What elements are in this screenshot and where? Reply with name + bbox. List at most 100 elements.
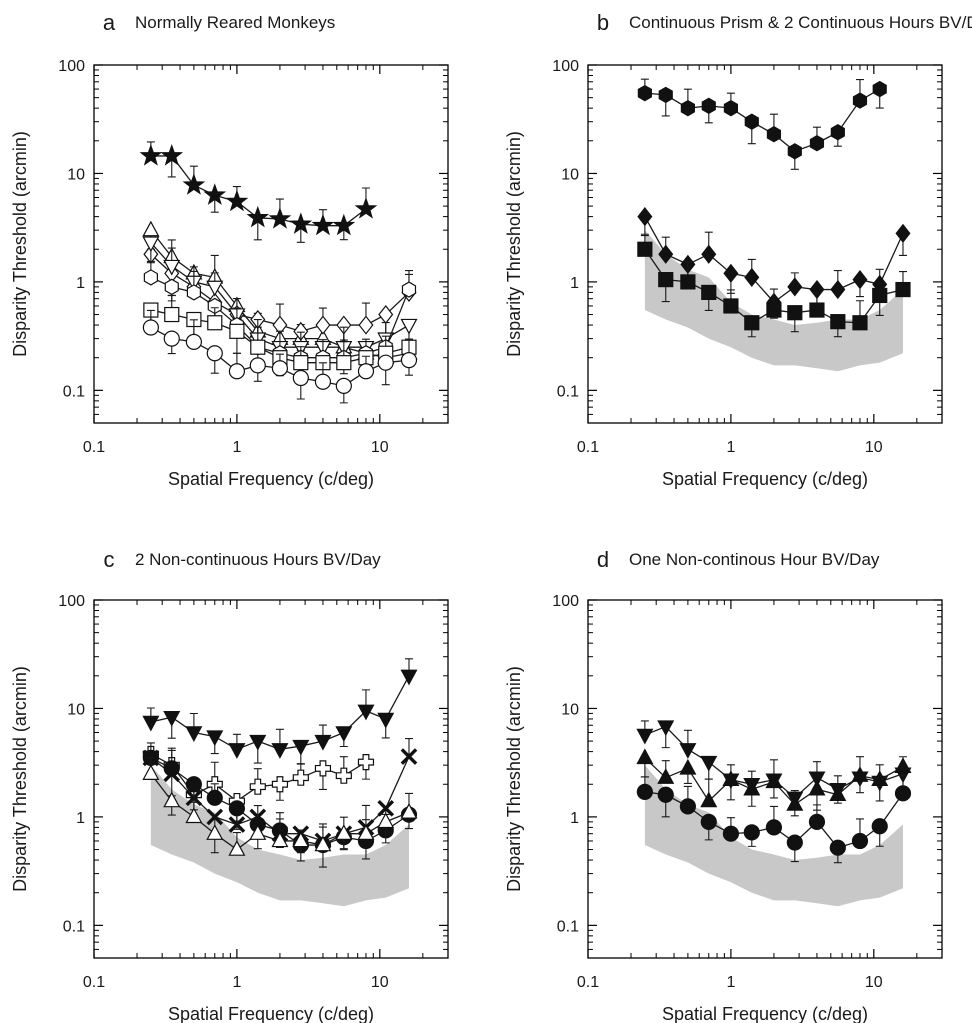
data-point [163,330,180,347]
data-point [872,80,887,98]
data-point [292,739,310,756]
panel-title: One Non-continous Hour BV/Day [629,550,880,569]
x-tick-label: 0.1 [577,439,599,456]
data-point [679,798,696,815]
x-tick-label: 1 [726,974,735,991]
data-point [314,734,332,751]
x-axis-label: Spatial Frequency (c/deg) [168,469,374,489]
data-point [830,314,846,330]
data-point [766,126,782,143]
axis-ticks [93,64,449,424]
data-point [787,277,803,297]
data-point [163,791,181,808]
data-point [636,728,654,745]
data-point [786,795,804,811]
series-triangle-up [142,757,418,862]
y-axis-label: Disparity Threshold (arcmin) [10,131,30,357]
data-point [723,263,739,283]
data-point [808,813,826,830]
series-triangle-up [636,748,912,811]
data-point [271,360,289,377]
plot-frame [587,64,943,424]
data-point [207,315,223,331]
data-point [636,748,654,765]
data-point [206,730,224,747]
y-tick-label: 0.1 [63,383,85,400]
data-point [400,318,418,335]
data-point [332,213,356,236]
data-point [206,789,223,806]
data-point [809,302,825,318]
data-point [336,355,352,371]
data-point [851,766,869,782]
panel-b: b Continuous Prism & 2 Continuous Hours B… [504,10,972,489]
axis-ticks [93,599,449,959]
data-point [378,304,394,325]
data-point [139,144,163,166]
data-point [228,800,246,817]
data-point [357,704,375,721]
series-star [139,141,378,243]
data-point [289,212,313,234]
axis-ticks [587,599,943,959]
series-circle [636,774,912,864]
data-point [206,824,224,840]
x-tick-label: 10 [371,974,389,991]
data-point [292,831,310,848]
panel-letter: c [104,547,115,572]
y-tick-label: 1 [570,275,579,292]
x-tick-label: 0.1 [83,439,105,456]
data-point [894,757,912,773]
x-tick-label: 1 [232,974,241,991]
data-point [787,143,802,160]
normal-range-band [644,765,903,907]
data-point [228,743,246,759]
x-tick-label: 10 [865,974,883,991]
data-point [250,339,266,355]
y-tick-label: 100 [58,593,85,610]
data-point [357,363,375,380]
y-axis-label: Disparity Threshold (arcmin) [504,666,524,892]
data-point [314,835,332,852]
data-point [163,259,181,276]
data-point [701,97,716,115]
data-point [829,785,847,801]
data-point [311,213,335,236]
data-point [700,813,717,830]
y-axis-label: Disparity Threshold (arcmin) [10,666,30,892]
data-point [658,244,674,264]
data-point [744,315,760,331]
y-tick-label: 10 [67,166,85,183]
y-tick-label: 10 [67,701,85,718]
data-point [680,274,696,290]
data-point [271,776,289,793]
data-point [357,754,375,771]
panel-letter: b [597,10,609,35]
data-point [163,760,180,777]
data-point [852,270,868,290]
data-point [722,770,740,786]
data-point [160,144,184,166]
plot-frame [93,599,449,959]
x-axis-label: Spatial Frequency (c/deg) [662,469,868,489]
data-point [377,354,394,371]
data-point [830,124,845,141]
data-point [829,839,846,856]
data-point [787,305,803,321]
plot-frame [93,64,449,424]
data-point [894,785,912,802]
panel-letter: d [597,547,609,572]
data-point [246,205,270,228]
data-point [700,791,718,808]
data-point [335,767,352,784]
data-point [852,315,868,331]
data-point [744,267,760,288]
data-point [377,812,395,829]
y-tick-label: 100 [552,593,579,610]
data-point [679,758,697,775]
series-square [637,233,911,338]
data-point [723,99,739,117]
y-tick-label: 100 [552,58,579,75]
data-point [400,352,418,369]
